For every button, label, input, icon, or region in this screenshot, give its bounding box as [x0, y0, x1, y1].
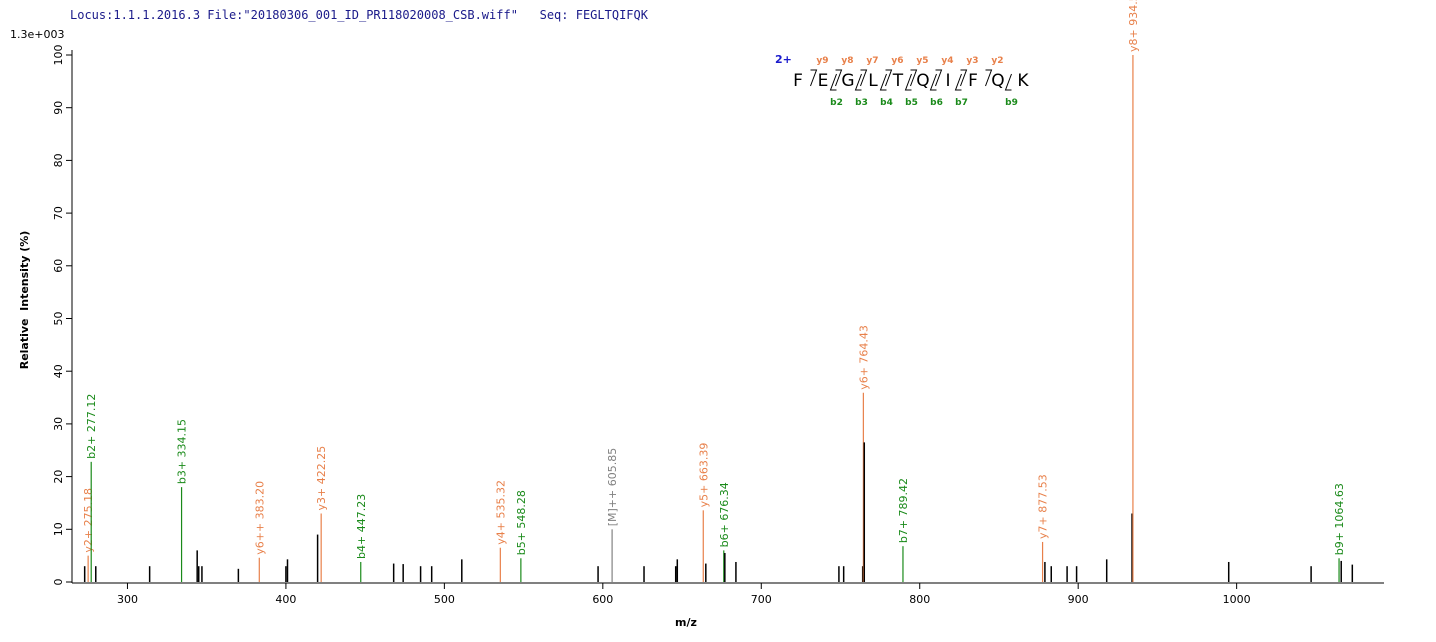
y-ion-label: y2 — [991, 56, 1003, 66]
y-ion-bracket — [835, 69, 843, 87]
x-tick-label: 900 — [1068, 593, 1089, 606]
peak-label: y6++ 383.20 — [253, 481, 266, 555]
x-tick-label: 1000 — [1223, 593, 1251, 606]
y-ion-label: y7 — [866, 56, 878, 66]
b-ion-bracket — [1004, 73, 1012, 91]
b-ion-label: b2 — [830, 98, 843, 108]
y-tick-label: 40 — [52, 364, 65, 378]
y-ion-label: y8 — [841, 56, 853, 66]
y-ion-bracket — [960, 69, 968, 87]
y-ion-label: y4 — [941, 56, 953, 66]
peak-label: [M]++ 605.85 — [606, 448, 619, 527]
peak-label: y6+ 764.43 — [857, 325, 870, 390]
peak-label: y8+ 934.55 — [1127, 0, 1140, 52]
residue: Q — [991, 71, 1004, 91]
residue: I — [945, 71, 950, 91]
b-ion-bracket — [904, 73, 912, 91]
peak-label: b6+ 676.34 — [718, 482, 731, 547]
peak-label: b4+ 447.23 — [355, 494, 368, 559]
b-ion-bracket — [954, 73, 962, 91]
y-tick-label: 20 — [52, 470, 65, 484]
x-tick-label: 300 — [117, 593, 138, 606]
y-ion-bracket — [885, 69, 893, 87]
charge-label: 2+ — [775, 53, 792, 66]
y-tick-label: 0 — [52, 579, 65, 586]
b-ion-bracket — [929, 73, 937, 91]
residue: F — [968, 71, 978, 91]
residue: L — [868, 71, 878, 91]
residue: E — [818, 71, 829, 91]
chart-title: Locus:1.1.1.2016.3 File:"20180306_001_ID… — [70, 8, 649, 22]
peak-label: y3+ 422.25 — [315, 446, 328, 511]
y-ion-bracket — [810, 69, 818, 87]
y-ion-bracket — [860, 69, 868, 87]
y-ion-bracket — [985, 69, 993, 87]
y-tick-label: 90 — [52, 101, 65, 115]
y-tick-label: 10 — [52, 522, 65, 536]
y-tick-label: 70 — [52, 206, 65, 220]
b-ion-label: b9 — [1005, 98, 1018, 108]
y-ion-bracket — [910, 69, 918, 87]
residue: Q — [916, 71, 929, 91]
residue: K — [1017, 71, 1029, 91]
x-tick-label: 700 — [751, 593, 772, 606]
y-tick-label: 100 — [52, 45, 65, 66]
x-tick-label: 800 — [909, 593, 930, 606]
b-ion-bracket — [879, 73, 887, 91]
peak-label: y2+ 275.18 — [82, 488, 95, 553]
peak-label: y5+ 663.39 — [697, 443, 710, 508]
x-tick-label: 400 — [275, 593, 296, 606]
b-ion-label: b3 — [855, 98, 868, 108]
b-ion-label: b4 — [880, 98, 893, 108]
b-ion-label: b7 — [955, 98, 968, 108]
b-ion-bracket — [829, 73, 837, 91]
y-tick-label: 80 — [52, 153, 65, 167]
b-ion-label: b6 — [930, 98, 943, 108]
y-ion-label: y3 — [966, 56, 978, 66]
peak-label: b5+ 548.28 — [515, 490, 528, 555]
peak-label: y7+ 877.53 — [1037, 474, 1050, 539]
x-tick-label: 600 — [592, 593, 613, 606]
residue: T — [892, 71, 904, 91]
y-axis-label: Relative Intensity (%) — [18, 231, 31, 370]
y-ion-label: y5 — [916, 56, 928, 66]
y-ion-bracket — [935, 69, 943, 87]
peak-label: b2+ 277.12 — [85, 394, 98, 459]
b-ion-bracket — [854, 73, 862, 91]
scale-label: 1.3e+003 — [10, 28, 64, 41]
y-tick-label: 30 — [52, 417, 65, 431]
y-ion-label: y6 — [891, 56, 903, 66]
x-axis-label: m/z — [675, 616, 697, 629]
peak-label: b9+ 1064.63 — [1333, 483, 1346, 555]
y-ion-label: y9 — [816, 56, 828, 66]
residue: F — [793, 71, 803, 91]
x-tick-label: 500 — [434, 593, 455, 606]
peak-label: b3+ 334.15 — [176, 419, 189, 484]
b-ion-label: b5 — [905, 98, 918, 108]
peak-label: y4+ 535.32 — [494, 480, 507, 545]
y-tick-label: 50 — [52, 312, 65, 326]
y-tick-label: 60 — [52, 259, 65, 273]
residue: G — [841, 71, 854, 91]
peak-label: b7+ 789.42 — [897, 478, 910, 543]
